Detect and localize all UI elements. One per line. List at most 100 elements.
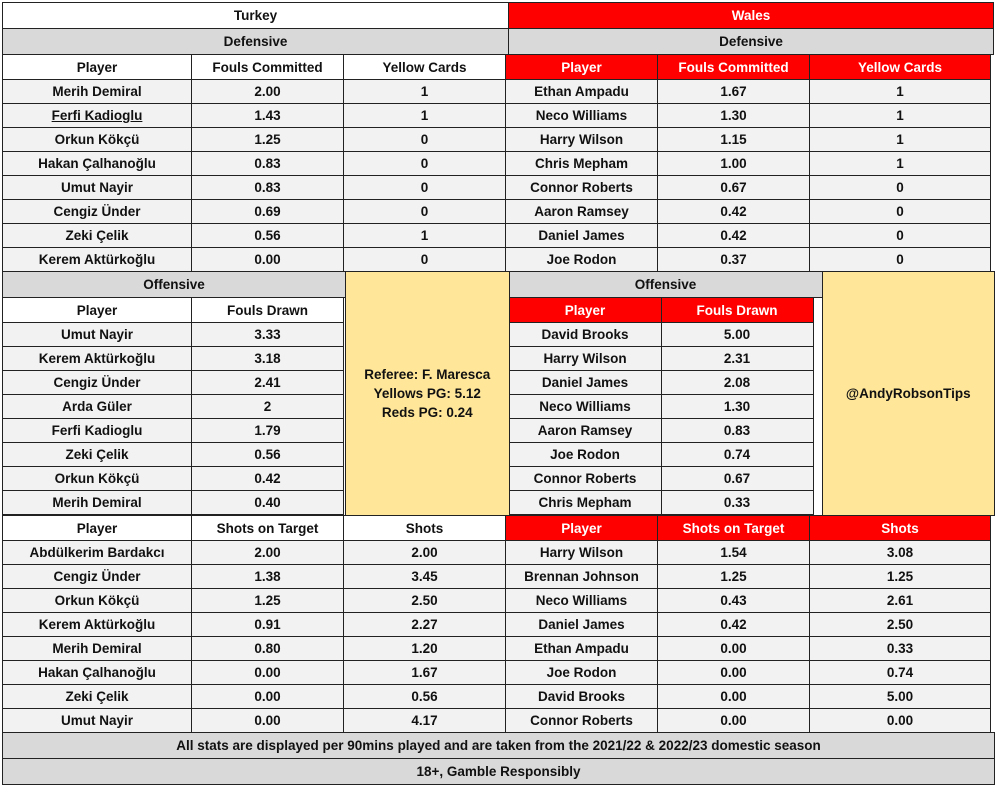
table-row: Merih Demiral 0.40 — [2, 490, 346, 515]
wales-shots-on-target: 1.25 — [657, 564, 810, 589]
turkey-shots-player: Cengiz Ünder — [2, 564, 192, 589]
turkey-shots: 3.45 — [343, 564, 506, 589]
wales-shots: 0.33 — [809, 636, 991, 661]
table-row: Umut Nayir 3.33 — [2, 322, 346, 347]
footer-note: All stats are displayed per 90mins playe… — [2, 732, 995, 759]
table-row: Joe Rodon 0.74 — [508, 442, 823, 467]
wales-shots-on-target-header: Shots on Target — [657, 515, 810, 541]
table-row: Aaron Ramsey 0.83 — [508, 418, 823, 443]
turkey-shots-player: Merih Demiral — [2, 636, 192, 661]
wales-shots-player-header: Player — [505, 515, 658, 541]
turkey-fouls-drawn: 3.18 — [191, 346, 344, 371]
turkey-yellow-cards: 0 — [343, 127, 506, 152]
wales-yellow-cards: 1 — [809, 151, 991, 176]
wales-fouls-drawn: 2.08 — [660, 370, 814, 395]
wales-shots-on-target: 1.54 — [657, 540, 810, 565]
turkey-def-player: Cengiz Ünder — [2, 199, 192, 224]
wales-shots: 2.50 — [809, 612, 991, 637]
wales-def-player: Chris Mepham — [505, 151, 658, 176]
table-row: Cengiz Ünder 1.38 3.45 Brennan Johnson 1.25 1… — [2, 564, 995, 589]
offensive-block: Offensive Player Fouls Drawn Umut Nayir 3… — [2, 271, 995, 516]
wales-shots-player: Brennan Johnson — [505, 564, 658, 589]
wales-fouls-drawn: 2.31 — [660, 346, 814, 371]
table-row: Harry Wilson 2.31 — [508, 346, 823, 371]
turkey-fouls-drawn-header: Fouls Drawn — [191, 297, 344, 323]
wales-def-player: Daniel James — [505, 223, 658, 248]
wales-yellow-cards: 0 — [809, 175, 991, 200]
table-row: Hakan Çalhanoğlu 0.00 1.67 Joe Rodon 0.00 0.7… — [2, 660, 995, 685]
table-row: Connor Roberts 0.67 — [508, 466, 823, 491]
wales-shots-player: Ethan Ampadu — [505, 636, 658, 661]
turkey-shots-player: Orkun Kökçü — [2, 588, 192, 613]
wales-yellow-cards-header: Yellow Cards — [809, 54, 991, 80]
wales-shots: 3.08 — [809, 540, 991, 565]
wales-fouls-committed: 1.00 — [657, 151, 810, 176]
turkey-fouls-committed: 0.83 — [191, 175, 344, 200]
table-row: Orkun Kökçü 0.42 — [2, 466, 346, 491]
wales-off-player: Neco Williams — [508, 394, 662, 419]
wales-def-player: Joe Rodon — [505, 247, 658, 272]
table-row: Hakan Çalhanoğlu 0.83 0 Chris Mepham 1.00 1 — [2, 151, 995, 176]
turkey-yellow-cards: 1 — [343, 79, 506, 104]
wales-shots: 1.25 — [809, 564, 991, 589]
turkey-fouls-committed: 2.00 — [191, 79, 344, 104]
turkey-def-player: Orkun Kökçü — [2, 127, 192, 152]
table-row: Kerem Aktürkoğlu 0.00 0 Joe Rodon 0.37 0 — [2, 247, 995, 272]
table-row: Umut Nayir 0.00 4.17 Connor Roberts 0.00 0.00 — [2, 708, 995, 733]
turkey-shots: 4.17 — [343, 708, 506, 733]
wales-def-player: Aaron Ramsey — [505, 199, 658, 224]
wales-shots-on-target: 0.43 — [657, 588, 810, 613]
table-row: Orkun Kökçü 1.25 0 Harry Wilson 1.15 1 — [2, 127, 995, 152]
turkey-fouls-committed: 0.00 — [191, 247, 344, 272]
wales-shots-player: Harry Wilson — [505, 540, 658, 565]
turkey-shots: 0.56 — [343, 684, 506, 709]
turkey-yellow-cards: 1 — [343, 103, 506, 128]
wales-yellow-cards: 0 — [809, 247, 991, 272]
wales-shots: 5.00 — [809, 684, 991, 709]
turkey-shots-on-target: 0.00 — [191, 660, 344, 685]
wales-shots-on-target: 0.00 — [657, 684, 810, 709]
turkey-shots-on-target: 2.00 — [191, 540, 344, 565]
table-row: Cengiz Ünder 2.41 — [2, 370, 346, 395]
wales-yellow-cards: 1 — [809, 79, 991, 104]
wales-fouls-committed: 1.30 — [657, 103, 810, 128]
turkey-off-player: Merih Demiral — [2, 490, 192, 515]
turkey-fouls-committed: 1.43 — [191, 103, 344, 128]
wales-def-player: Ethan Ampadu — [505, 79, 658, 104]
wales-fouls-committed: 0.37 — [657, 247, 810, 272]
wales-fouls-drawn: 5.00 — [660, 322, 814, 347]
turkey-def-player: Kerem Aktürkoğlu — [2, 247, 192, 272]
wales-title: Wales — [508, 2, 994, 29]
turkey-fouls-drawn: 0.40 — [191, 490, 344, 515]
turkey-shots-on-target-header: Shots on Target — [191, 515, 344, 541]
defensive-rows: Merih Demiral 2.00 1 Ethan Ampadu 1.67 1 Ferfi… — [2, 79, 995, 272]
shots-rows: Abdülkerim Bardakcı 2.00 2.00 Harry Wilson 1… — [2, 540, 995, 733]
wales-def-player: Connor Roberts — [505, 175, 658, 200]
turkey-off-player: Ferfi Kadioglu — [2, 418, 192, 443]
referee-reds: Reds PG: 0.24 — [381, 405, 473, 420]
table-row: Ferfi Kadioglu 1.43 1 Neco Williams 1.30 1 — [2, 103, 995, 128]
turkey-off-player: Kerem Aktürkoğlu — [2, 346, 192, 371]
turkey-yellow-cards-header: Yellow Cards — [343, 54, 506, 80]
turkey-shots: 1.67 — [343, 660, 506, 685]
turkey-fouls-committed: 0.56 — [191, 223, 344, 248]
turkey-title: Turkey — [2, 2, 509, 29]
wales-shots: 0.00 — [809, 708, 991, 733]
turkey-shots-header: Shots — [343, 515, 506, 541]
turkey-off-player: Arda Güler — [2, 394, 192, 419]
wales-defensive-title: Defensive — [508, 28, 994, 55]
turkey-off-player: Cengiz Ünder — [2, 370, 192, 395]
wales-off-player: Daniel James — [508, 370, 662, 395]
table-row: Zeki Çelik 0.56 — [2, 442, 346, 467]
wales-yellow-cards: 1 — [809, 103, 991, 128]
wales-off-player: Connor Roberts — [508, 466, 662, 491]
table-row: Zeki Çelik 0.56 1 Daniel James 0.42 0 — [2, 223, 995, 248]
referee-box: Referee: F. Maresca Yellows PG: 5.12 Red… — [345, 271, 510, 516]
wales-def-player-header: Player — [505, 54, 658, 80]
wales-off-player: Joe Rodon — [508, 442, 662, 467]
wales-fouls-committed: 0.42 — [657, 199, 810, 224]
turkey-shots: 2.00 — [343, 540, 506, 565]
wales-fouls-drawn: 0.74 — [660, 442, 814, 467]
turkey-shots-player: Umut Nayir — [2, 708, 192, 733]
turkey-fouls-drawn: 3.33 — [191, 322, 344, 347]
